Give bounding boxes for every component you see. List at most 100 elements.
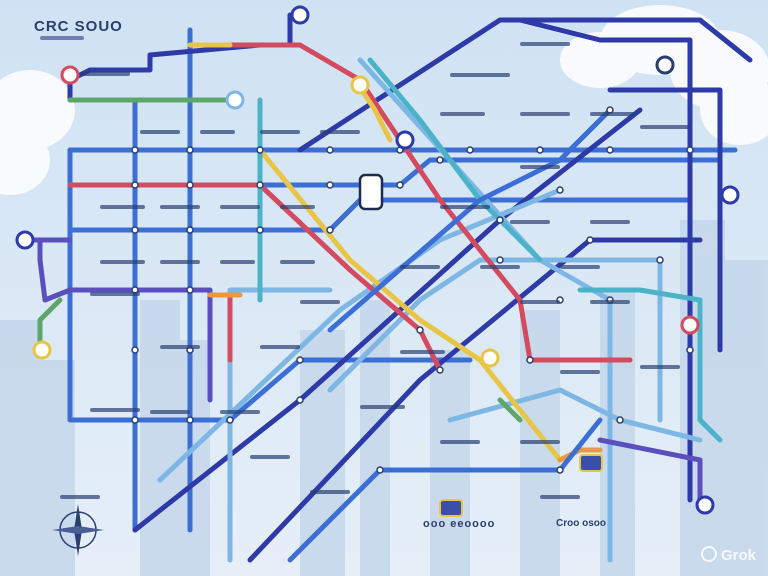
skyline-decoration xyxy=(0,220,768,576)
station-dot xyxy=(186,416,194,424)
station-label xyxy=(280,205,315,209)
map-legend-caption: Croo osoo xyxy=(556,518,606,529)
station-label xyxy=(560,370,600,374)
line-green-1 xyxy=(37,97,523,423)
station-interchange-icon xyxy=(15,230,35,250)
line-teal-2 xyxy=(577,287,723,443)
station-interchange-icon xyxy=(695,495,715,515)
station-dot xyxy=(186,181,194,189)
station-dot xyxy=(606,146,614,154)
station-dot xyxy=(186,226,194,234)
line-navy-2 xyxy=(247,237,703,563)
compass-icon xyxy=(52,504,104,556)
station-dot xyxy=(436,366,444,374)
grok-logo-icon xyxy=(700,546,717,562)
watermark-text: Grok xyxy=(720,547,756,564)
station-label xyxy=(310,490,350,494)
station-label xyxy=(100,205,145,209)
station-dot xyxy=(326,181,334,189)
station-label xyxy=(220,410,260,414)
station-label xyxy=(220,260,255,264)
station-dot xyxy=(496,216,504,224)
station-interchange-icon xyxy=(480,348,500,368)
station-markers xyxy=(15,5,740,517)
station-label xyxy=(100,260,145,264)
station-dot xyxy=(326,226,334,234)
line-blue-8 xyxy=(287,417,603,563)
station-dot xyxy=(131,346,139,354)
station-label xyxy=(640,365,680,369)
line-red-1 xyxy=(67,182,443,373)
station-dot xyxy=(396,181,404,189)
station-label xyxy=(300,300,340,304)
station-dot xyxy=(186,146,194,154)
station-label xyxy=(200,130,235,134)
station-dot xyxy=(131,226,139,234)
station-label xyxy=(590,300,630,304)
station-dot xyxy=(226,416,234,424)
station-dot xyxy=(376,466,384,474)
station-dot xyxy=(536,146,544,154)
station-label xyxy=(160,260,200,264)
station-label xyxy=(480,265,520,269)
station-label xyxy=(160,345,200,349)
line-navy-4 xyxy=(517,17,693,503)
station-label xyxy=(590,112,635,116)
station-dot xyxy=(556,466,564,474)
station-dot xyxy=(131,416,139,424)
station-label xyxy=(90,408,140,412)
station-dot xyxy=(496,256,504,264)
station-label xyxy=(400,350,445,354)
station-label xyxy=(520,300,560,304)
station-dot xyxy=(186,286,194,294)
watermark: Grok xyxy=(700,546,756,564)
station-interchange-icon xyxy=(290,5,310,25)
map-legend-title: ooo eeoooo xyxy=(423,518,496,530)
station-label xyxy=(510,220,550,224)
station-dot xyxy=(131,146,139,154)
station-label xyxy=(450,73,510,77)
line-orange-1 xyxy=(207,292,603,463)
line-navy-3 xyxy=(297,17,753,153)
station-label xyxy=(560,265,600,269)
line-navy-6 xyxy=(607,87,723,353)
station-label xyxy=(440,205,490,209)
station-dot xyxy=(326,146,334,154)
station-dot xyxy=(256,146,264,154)
station-dot xyxy=(586,236,594,244)
station-label xyxy=(160,205,200,209)
station-dot xyxy=(416,326,424,334)
station-dot xyxy=(686,146,694,154)
station-dot xyxy=(656,256,664,264)
station-label xyxy=(260,345,300,349)
map-title: CRC SOUO xyxy=(34,18,123,35)
terminal-station-icon xyxy=(439,499,463,517)
station-label xyxy=(280,260,315,264)
station-label xyxy=(360,405,405,409)
station-dot xyxy=(131,181,139,189)
station-label xyxy=(250,455,290,459)
station-interchange-icon xyxy=(720,185,740,205)
station-interchange-icon xyxy=(655,55,675,75)
line-purple-1 xyxy=(37,237,213,403)
train-icon xyxy=(358,173,384,211)
station-dot xyxy=(256,181,264,189)
cloud-decoration xyxy=(0,5,768,195)
station-dot xyxy=(436,156,444,164)
station-label xyxy=(90,292,140,296)
station-label xyxy=(260,130,300,134)
station-interchange-icon xyxy=(680,315,700,335)
map-subtitle-bar xyxy=(40,36,84,40)
station-interchange-icon xyxy=(395,130,415,150)
station-label xyxy=(440,440,480,444)
station-label xyxy=(220,205,260,209)
line-teal-1 xyxy=(257,57,543,303)
station-dot xyxy=(296,356,304,364)
station-interchange-icon xyxy=(60,65,80,85)
station-dot xyxy=(616,416,624,424)
station-interchange-icon xyxy=(350,75,370,95)
station-interchange-icon xyxy=(32,340,52,360)
station-label xyxy=(540,495,580,499)
station-dot xyxy=(256,226,264,234)
